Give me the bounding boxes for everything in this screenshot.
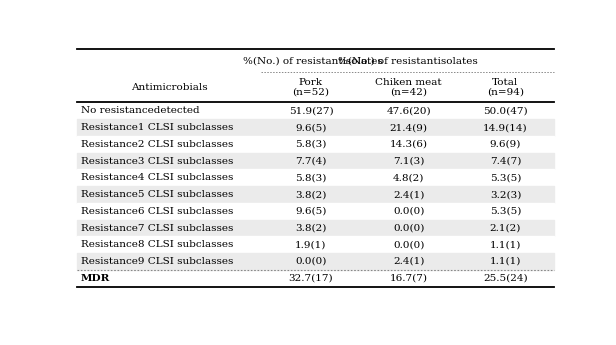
Text: Chiken meat
(n=42): Chiken meat (n=42) xyxy=(376,78,442,97)
Text: 3.2(3): 3.2(3) xyxy=(490,190,521,199)
Text: 4.8(2): 4.8(2) xyxy=(393,173,424,182)
Text: 1.9(1): 1.9(1) xyxy=(295,240,326,249)
Text: 2.4(1): 2.4(1) xyxy=(393,257,424,266)
Text: 51.9(27): 51.9(27) xyxy=(289,106,333,115)
Text: Resistance9 CLSI subclasses: Resistance9 CLSI subclasses xyxy=(81,257,233,266)
Text: %(No.) of resistantisolates: %(No.) of resistantisolates xyxy=(243,56,383,65)
Bar xyxy=(77,153,554,169)
Text: 16.7(7): 16.7(7) xyxy=(390,274,428,283)
Text: 7.7(4): 7.7(4) xyxy=(295,157,326,166)
Text: MDR: MDR xyxy=(81,274,110,283)
Bar xyxy=(77,102,554,119)
Text: 0.0(0): 0.0(0) xyxy=(295,257,326,266)
Bar xyxy=(77,203,554,220)
Text: 50.0(47): 50.0(47) xyxy=(483,106,528,115)
Text: 0.0(0): 0.0(0) xyxy=(393,240,424,249)
Text: Resistance4 CLSI subclasses: Resistance4 CLSI subclasses xyxy=(81,173,233,182)
Text: 0.0(0): 0.0(0) xyxy=(393,224,424,233)
Text: 2.4(1): 2.4(1) xyxy=(393,190,424,199)
Bar xyxy=(77,220,554,236)
Text: Resistance8 CLSI subclasses: Resistance8 CLSI subclasses xyxy=(81,240,233,249)
Text: %(No.) of resistantisolates: %(No.) of resistantisolates xyxy=(338,56,477,65)
Text: Antimicrobials: Antimicrobials xyxy=(131,83,207,92)
Text: Pork
(n=52): Pork (n=52) xyxy=(293,78,330,97)
Text: 5.3(5): 5.3(5) xyxy=(490,173,521,182)
Text: 7.4(7): 7.4(7) xyxy=(490,157,521,166)
Text: 14.3(6): 14.3(6) xyxy=(390,140,428,149)
Text: 3.8(2): 3.8(2) xyxy=(295,190,326,199)
Bar xyxy=(77,253,554,270)
Text: Resistance5 CLSI subclasses: Resistance5 CLSI subclasses xyxy=(81,190,233,199)
Text: 5.8(3): 5.8(3) xyxy=(295,173,326,182)
Text: 3.8(2): 3.8(2) xyxy=(295,224,326,233)
Text: 1.1(1): 1.1(1) xyxy=(490,257,521,266)
Bar xyxy=(77,119,554,136)
Bar xyxy=(77,186,554,203)
Bar xyxy=(77,136,554,153)
Bar xyxy=(77,169,554,186)
Text: 9.6(5): 9.6(5) xyxy=(295,207,326,216)
Text: 7.1(3): 7.1(3) xyxy=(393,157,424,166)
Text: Resistance1 CLSI subclasses: Resistance1 CLSI subclasses xyxy=(81,123,233,132)
Text: 47.6(20): 47.6(20) xyxy=(386,106,431,115)
Bar xyxy=(77,236,554,253)
Text: Resistance7 CLSI subclasses: Resistance7 CLSI subclasses xyxy=(81,224,233,233)
Text: 32.7(17): 32.7(17) xyxy=(289,274,333,283)
Text: Resistance3 CLSI subclasses: Resistance3 CLSI subclasses xyxy=(81,157,233,166)
Text: 14.9(14): 14.9(14) xyxy=(483,123,528,132)
Text: 5.8(3): 5.8(3) xyxy=(295,140,326,149)
Text: 5.3(5): 5.3(5) xyxy=(490,207,521,216)
Text: 1.1(1): 1.1(1) xyxy=(490,240,521,249)
Text: 0.0(0): 0.0(0) xyxy=(393,207,424,216)
Text: Resistance6 CLSI subclasses: Resistance6 CLSI subclasses xyxy=(81,207,233,216)
Text: 9.6(5): 9.6(5) xyxy=(295,123,326,132)
Text: 21.4(9): 21.4(9) xyxy=(390,123,428,132)
Text: 2.1(2): 2.1(2) xyxy=(490,224,521,233)
Text: Total
(n=94): Total (n=94) xyxy=(487,78,524,97)
Text: Resistance2 CLSI subclasses: Resistance2 CLSI subclasses xyxy=(81,140,233,149)
Text: No resistancedetected: No resistancedetected xyxy=(81,106,200,115)
Text: 25.5(24): 25.5(24) xyxy=(483,274,528,283)
Text: 9.6(9): 9.6(9) xyxy=(490,140,521,149)
